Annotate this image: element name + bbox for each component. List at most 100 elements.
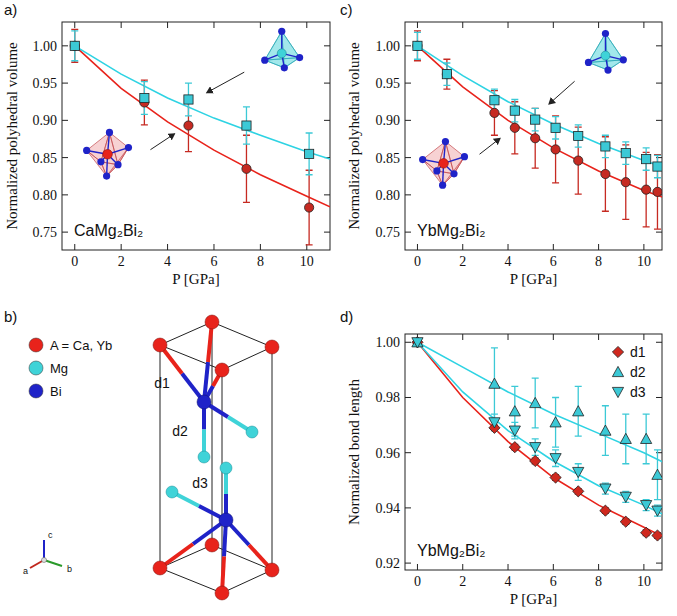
data-point: [413, 41, 422, 50]
y-axis-title: Normalized bond length: [346, 379, 362, 525]
data-point: [509, 426, 520, 436]
x-axis-title: P [GPa]: [172, 271, 219, 287]
legend-marker: [612, 366, 623, 376]
x-tick: [508, 244, 509, 250]
x-tick-label: 4: [505, 254, 512, 269]
tetra-vertex: [281, 64, 288, 71]
x-tick-label: 8: [257, 254, 264, 269]
y-tick: [656, 397, 662, 398]
x-tick-label: 6: [550, 574, 557, 589]
plot-frame: [62, 22, 330, 250]
axis-arrow: [43, 540, 45, 560]
data-point: [531, 134, 540, 143]
cell-edge: [222, 347, 272, 370]
panel: 02468100.920.940.960.981.00P [GPa]Normal…: [340, 308, 667, 607]
x-tick-label: 0: [71, 254, 78, 269]
atom-A: [265, 563, 279, 577]
atom-A: [215, 363, 229, 377]
cell-edge: [160, 545, 212, 568]
atom-A: [215, 586, 229, 600]
atom-A: [153, 561, 167, 575]
atom-A: [265, 340, 279, 354]
legend-label: Mg: [50, 361, 68, 376]
y-tick-label: 0.96: [376, 446, 401, 461]
panel-letter: b): [4, 308, 17, 325]
x-tick: [643, 334, 644, 340]
data-point: [574, 131, 583, 140]
x-tick-label: 10: [637, 574, 651, 589]
tetra-face: [265, 31, 300, 60]
octa-vertex: [461, 153, 468, 160]
data-point: [490, 108, 499, 117]
bond-label: d3: [192, 475, 208, 491]
octa-vertex: [103, 172, 110, 179]
octa-vertex: [114, 161, 121, 168]
axis-letter: b: [67, 564, 72, 574]
data-point: [642, 185, 651, 194]
x-axis-title: P [GPa]: [510, 271, 557, 287]
legend-label: Bi: [50, 384, 62, 399]
atom-A: [153, 338, 167, 352]
y-tick-label: 0.75: [376, 225, 401, 240]
x-tick: [167, 22, 168, 28]
y-tick: [405, 342, 411, 343]
y-tick: [324, 45, 330, 46]
x-tick: [417, 564, 418, 570]
y-tick: [405, 157, 411, 158]
y-tick-label: 1.00: [376, 39, 401, 54]
y-tick: [656, 342, 662, 343]
atom-A: [205, 538, 219, 552]
data-point: [184, 121, 193, 130]
cell-edge: [222, 570, 272, 593]
y-tick: [62, 45, 68, 46]
data-point: [305, 203, 314, 212]
y-tick: [62, 194, 68, 195]
compound-label: YbMg₂Bi₂: [417, 542, 485, 559]
y-tick-label: 0.75: [33, 225, 58, 240]
structure-diagram: b)A = Ca, YbMgBid1d2d3abc: [4, 308, 279, 600]
data-point: [600, 484, 611, 494]
atom-Mg: [198, 451, 210, 463]
x-tick: [213, 244, 214, 250]
data-point: [70, 41, 79, 50]
octa-vertex: [442, 138, 449, 145]
fit-line: [417, 342, 662, 516]
data-point: [140, 93, 149, 102]
data-point: [601, 142, 610, 151]
x-tick: [598, 564, 599, 570]
octa-vertex: [106, 129, 113, 136]
y-tick-label: 0.98: [376, 390, 401, 405]
data-point: [412, 337, 423, 348]
y-tick: [405, 397, 411, 398]
legend-atom: [29, 384, 43, 398]
y-tick: [405, 507, 411, 508]
x-tick: [462, 244, 463, 250]
data-point: [551, 123, 560, 132]
y-tick: [405, 452, 411, 453]
data-point: [530, 397, 541, 407]
y-tick: [62, 157, 68, 158]
arrow: [480, 138, 501, 154]
data-point: [621, 178, 630, 187]
data-point: [242, 121, 251, 130]
y-tick-label: 0.85: [33, 151, 58, 166]
x-tick: [417, 244, 418, 250]
data-area: [413, 31, 662, 229]
y-tick-label: 0.95: [33, 76, 58, 91]
y-tick-label: 0.92: [376, 556, 401, 571]
legend-atom: [29, 338, 43, 352]
axis-letter: a: [23, 566, 28, 576]
legend-label: d3: [630, 384, 646, 400]
fit-line: [75, 46, 330, 159]
x-tick-label: 0: [414, 254, 421, 269]
axis-origin: [42, 558, 47, 563]
octa-vertex: [439, 182, 446, 189]
tetra-vertex: [604, 66, 611, 73]
data-point: [573, 467, 584, 477]
x-tick: [508, 564, 509, 570]
data-point: [489, 418, 500, 428]
data-point: [442, 70, 451, 79]
compound-label: CaMg₂Bi₂: [74, 222, 143, 239]
data-point: [510, 123, 519, 132]
x-tick-label: 2: [459, 574, 466, 589]
